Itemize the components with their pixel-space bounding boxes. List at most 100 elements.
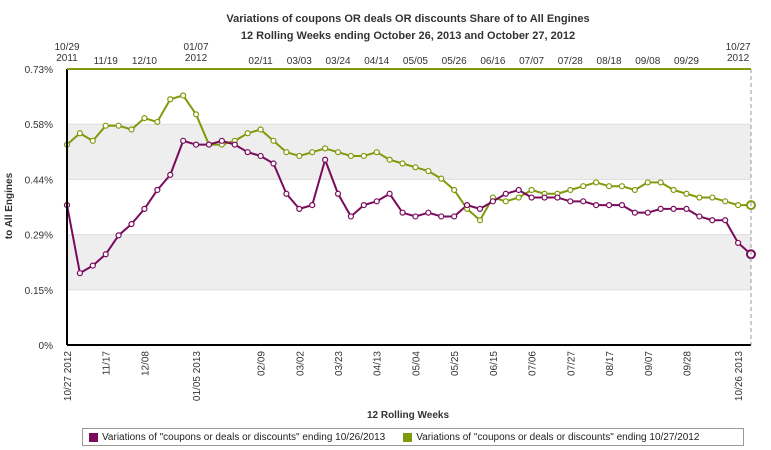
data-point-series-0[interactable] <box>541 194 548 201</box>
data-point-series-1[interactable] <box>657 179 664 186</box>
data-point-series-1[interactable] <box>605 183 613 190</box>
data-point-series-1[interactable] <box>322 145 329 152</box>
data-point-series-1[interactable] <box>567 186 574 194</box>
data-point-series-1[interactable] <box>618 183 626 190</box>
data-point-series-1[interactable] <box>476 217 484 224</box>
data-point-series-0[interactable] <box>128 220 135 228</box>
data-point-series-1[interactable] <box>451 186 458 194</box>
data-point-series-0[interactable] <box>722 217 729 224</box>
data-point-series-0[interactable] <box>476 205 484 212</box>
data-point-series-1[interactable] <box>102 122 109 129</box>
data-point-series-0[interactable] <box>205 141 213 148</box>
data-point-series-1[interactable] <box>734 202 742 209</box>
data-point-series-0[interactable] <box>360 202 367 209</box>
data-point-series-1[interactable] <box>192 111 200 118</box>
data-point-series-0[interactable] <box>89 262 96 269</box>
data-point-series-1[interactable] <box>128 126 135 133</box>
data-point-series-1[interactable] <box>412 164 419 171</box>
data-point-series-0[interactable] <box>489 198 496 205</box>
data-point-series-0[interactable] <box>322 156 329 163</box>
data-point-series-0[interactable] <box>502 190 509 197</box>
data-point-series-0[interactable] <box>141 205 148 212</box>
legend-item-2012[interactable]: Variations of "coupons or deals or disco… <box>403 432 699 443</box>
data-point-series-1[interactable] <box>386 156 393 163</box>
data-point-series-1[interactable] <box>683 190 690 197</box>
data-point-series-0[interactable] <box>347 213 355 220</box>
data-point-series-0[interactable] <box>309 202 316 209</box>
data-point-series-0[interactable] <box>270 160 277 167</box>
data-point-series-0[interactable] <box>399 209 406 216</box>
data-point-series-1[interactable] <box>528 186 535 194</box>
data-point-series-1[interactable] <box>709 194 716 201</box>
data-point-series-0[interactable] <box>167 171 174 178</box>
data-point-series-1[interactable] <box>373 149 380 156</box>
data-point-series-0[interactable] <box>580 198 587 205</box>
data-point-series-1[interactable] <box>644 179 651 186</box>
data-point-series-1[interactable] <box>502 198 509 205</box>
data-point-series-0[interactable] <box>605 202 613 209</box>
data-point-series-0[interactable] <box>425 209 432 216</box>
data-point-series-1[interactable] <box>399 160 406 167</box>
data-point-series-0[interactable] <box>373 198 380 205</box>
data-point-series-1[interactable] <box>438 175 445 182</box>
chart-subtitle: 12 Rolling Weeks ending October 26, 2013… <box>241 30 575 42</box>
data-point-series-1[interactable] <box>515 194 522 201</box>
data-point-series-0[interactable] <box>567 198 574 205</box>
data-point-series-1[interactable] <box>631 186 638 194</box>
data-point-series-1[interactable] <box>425 167 432 175</box>
data-point-series-0[interactable] <box>554 194 561 201</box>
data-point-series-0[interactable] <box>257 152 264 160</box>
data-point-series-1[interactable] <box>89 137 96 144</box>
data-point-series-0[interactable] <box>709 217 716 224</box>
data-point-series-0[interactable] <box>180 137 187 144</box>
data-point-series-1[interactable] <box>309 149 316 156</box>
data-point-series-0[interactable] <box>644 209 651 216</box>
data-point-series-0[interactable] <box>334 190 342 197</box>
data-point-series-1[interactable] <box>696 194 703 201</box>
data-point-series-0[interactable] <box>218 137 225 144</box>
data-point-series-1[interactable] <box>76 130 84 137</box>
data-point-series-0[interactable] <box>463 202 471 209</box>
data-point-series-1[interactable] <box>347 152 355 160</box>
data-point-series-0[interactable] <box>631 209 638 216</box>
data-point-series-1[interactable] <box>722 198 729 205</box>
data-point-series-0[interactable] <box>76 270 84 277</box>
data-point-series-0[interactable] <box>528 194 535 201</box>
data-point-series-0[interactable] <box>386 190 393 197</box>
data-point-series-1[interactable] <box>115 122 122 129</box>
data-point-series-1[interactable] <box>167 96 174 103</box>
data-point-series-1[interactable] <box>360 152 367 160</box>
data-point-series-1[interactable] <box>283 149 290 156</box>
data-point-series-1[interactable] <box>154 118 161 126</box>
data-point-series-0[interactable] <box>412 213 419 220</box>
data-point-series-0[interactable] <box>734 239 742 247</box>
data-point-series-0[interactable] <box>451 213 458 220</box>
data-point-series-0[interactable] <box>102 251 109 258</box>
legend-item-2013[interactable]: Variations of "coupons or deals or disco… <box>89 432 385 443</box>
data-point-series-0[interactable] <box>231 141 238 148</box>
data-point-series-1[interactable] <box>244 130 251 137</box>
data-point-series-1[interactable] <box>593 179 600 186</box>
data-point-series-1[interactable] <box>296 152 303 160</box>
data-point-series-0[interactable] <box>657 205 664 212</box>
data-point-series-0[interactable] <box>696 213 703 220</box>
data-point-series-0[interactable] <box>115 232 122 239</box>
data-point-series-0[interactable] <box>283 190 290 197</box>
data-point-series-1[interactable] <box>334 149 342 156</box>
data-point-series-1[interactable] <box>670 186 677 194</box>
data-point-series-0[interactable] <box>618 202 626 209</box>
data-point-series-1[interactable] <box>257 126 264 133</box>
data-point-series-1[interactable] <box>141 115 148 122</box>
data-point-series-1[interactable] <box>270 137 277 144</box>
data-point-series-0[interactable] <box>515 186 522 194</box>
data-point-series-0[interactable] <box>296 205 303 212</box>
data-point-series-0[interactable] <box>192 141 200 148</box>
data-point-series-1[interactable] <box>180 92 187 99</box>
data-point-series-0[interactable] <box>438 213 445 220</box>
data-point-series-1[interactable] <box>580 183 587 190</box>
data-point-series-0[interactable] <box>683 205 690 212</box>
data-point-series-0[interactable] <box>154 186 161 194</box>
data-point-series-0[interactable] <box>670 205 677 212</box>
data-point-series-0[interactable] <box>244 149 251 156</box>
data-point-series-0[interactable] <box>593 202 600 209</box>
